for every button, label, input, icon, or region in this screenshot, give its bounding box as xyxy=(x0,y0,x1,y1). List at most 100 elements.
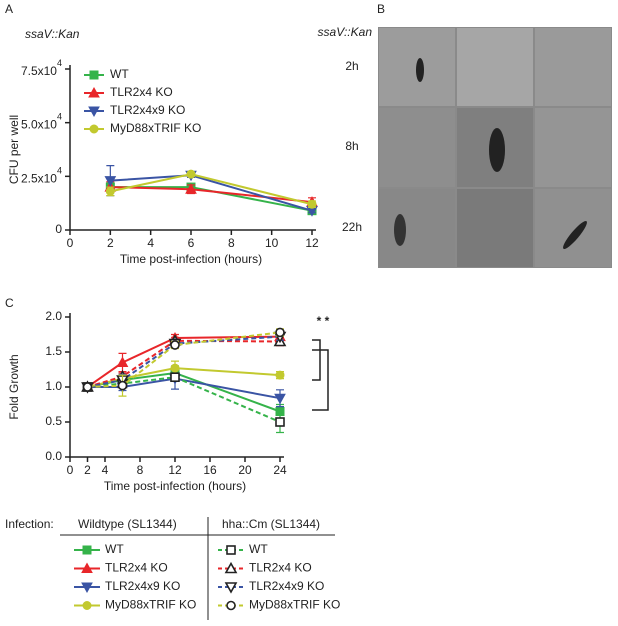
marker xyxy=(170,340,180,350)
marker xyxy=(226,545,236,555)
x-tick-label: 4 xyxy=(102,463,109,477)
bacterium xyxy=(416,58,424,82)
y-tick-label-text: 1.0 xyxy=(45,379,62,393)
legend-column: Wildtype (SL1344) xyxy=(78,517,177,531)
series-line xyxy=(87,331,281,388)
x-tick-label: 2 xyxy=(107,236,114,250)
x-tick-label: 16 xyxy=(203,463,217,477)
legend-label: MyD88xTRIF KO xyxy=(105,598,196,612)
legend-label: TLR2x4 KO xyxy=(249,561,312,575)
x-axis-label: Time post-infection (hours) xyxy=(104,479,246,493)
marker xyxy=(170,372,180,383)
series-line xyxy=(87,335,281,388)
x-tick-label: 8 xyxy=(137,463,144,477)
legend-label: WT xyxy=(110,67,129,81)
y-tick-label: 7.5x104 xyxy=(21,58,62,78)
y-tick-exponent: 4 xyxy=(57,166,62,176)
legend-label: MyD88xTRIF KO xyxy=(249,598,340,612)
y-tick-label: 1.5 xyxy=(45,344,62,358)
micrograph xyxy=(379,108,455,187)
micrograph xyxy=(379,189,455,267)
marker xyxy=(275,370,285,380)
x-tick-label: 8 xyxy=(228,236,235,250)
legend-label: TLR2x4x9 KO xyxy=(249,579,324,593)
bacterium xyxy=(394,214,406,246)
micrograph-strain: ssaV::Kan xyxy=(318,25,373,39)
annotation: * * xyxy=(317,314,330,328)
x-tick-label: 12 xyxy=(168,463,182,477)
marker xyxy=(81,562,93,573)
marker xyxy=(185,183,197,194)
micrograph xyxy=(457,28,533,106)
x-tick-label: 24 xyxy=(273,463,287,477)
y-tick-label: 5.0x104 xyxy=(21,112,62,132)
y-tick-exponent: 4 xyxy=(57,58,62,68)
legend-title: Infection: xyxy=(5,517,54,531)
marker xyxy=(275,417,285,427)
marker xyxy=(224,561,238,574)
panel-label: A xyxy=(5,2,13,16)
row-label: 8h xyxy=(345,139,358,153)
marker xyxy=(307,199,317,209)
marker xyxy=(81,582,93,594)
marker xyxy=(88,106,100,118)
marker xyxy=(89,124,99,134)
significance-bracket xyxy=(312,339,329,411)
legend-label: TLR2x4 KO xyxy=(105,561,168,575)
x-axis-label: Time post-infection (hours) xyxy=(120,252,262,266)
marker xyxy=(170,363,180,373)
panel-title: ssaV::Kan xyxy=(25,27,80,41)
x-tick-label: 4 xyxy=(147,236,154,250)
marker xyxy=(104,176,117,187)
bacterium xyxy=(489,128,505,172)
y-axis-label: Fold Growth xyxy=(7,354,21,419)
y-tick-label-text: 0 xyxy=(55,222,62,236)
legend-column: hha::Cm (SL1344) xyxy=(222,517,320,531)
legend-label: TLR2x4x9 KO xyxy=(110,103,185,117)
y-tick-label-text: 2.5x10 xyxy=(21,172,57,186)
legend-label: WT xyxy=(105,542,124,556)
x-tick-label: 6 xyxy=(188,236,195,250)
y-tick-exponent: 4 xyxy=(57,112,62,122)
y-axis-label: CFU per well xyxy=(7,115,21,184)
y-tick-label: 0.0 xyxy=(45,449,62,463)
micrograph-grid xyxy=(378,27,612,268)
bacterium xyxy=(563,220,587,250)
micrograph xyxy=(535,28,611,106)
y-tick-label-text: 7.5x10 xyxy=(21,64,57,78)
x-tick-label: 12 xyxy=(305,236,319,250)
y-tick-label: 0 xyxy=(55,222,62,236)
panel-label: C xyxy=(5,296,14,310)
legend-label: MyD88xTRIF KO xyxy=(110,121,201,135)
x-tick-label: 2 xyxy=(84,463,91,477)
series-line xyxy=(87,376,281,423)
marker xyxy=(274,393,286,405)
row-label: 2h xyxy=(345,59,358,73)
x-tick-label: 10 xyxy=(265,236,279,250)
row-label: 22h xyxy=(342,220,362,234)
marker xyxy=(89,70,99,80)
series-line xyxy=(87,367,281,388)
legend-label: TLR2x4 KO xyxy=(110,85,173,99)
marker xyxy=(82,601,92,610)
y-tick-label: 2.5x104 xyxy=(21,166,62,186)
x-tick-label: 20 xyxy=(238,463,252,477)
marker xyxy=(105,186,115,196)
y-tick-label-text: 1.5 xyxy=(45,344,62,358)
y-tick-label-text: 2.0 xyxy=(45,309,62,323)
series-line xyxy=(110,186,313,204)
marker xyxy=(117,380,128,391)
marker xyxy=(275,327,285,338)
x-tick-label: 0 xyxy=(67,463,74,477)
legend-label: WT xyxy=(249,542,268,556)
marker xyxy=(226,600,236,611)
marker xyxy=(116,356,129,367)
marker xyxy=(186,169,196,179)
micrograph xyxy=(535,189,611,267)
series-line xyxy=(86,335,281,388)
y-tick-label-text: 0.0 xyxy=(45,449,62,463)
legend-label: TLR2x4x9 KO xyxy=(105,579,180,593)
y-tick-label: 2.0 xyxy=(45,309,62,323)
marker xyxy=(82,545,92,555)
